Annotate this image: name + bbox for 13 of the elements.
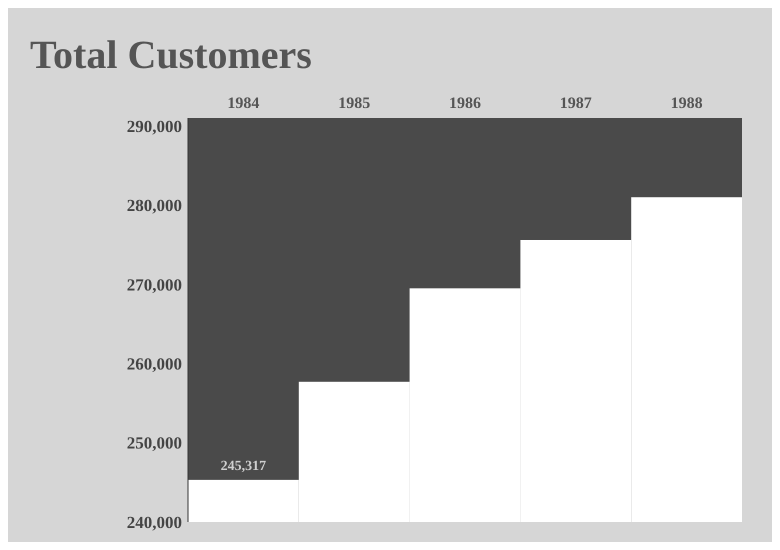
chart-title: Total Customers (30, 32, 312, 77)
y-tick-label: 240,000 (126, 512, 182, 532)
x-tick-label: 1988 (670, 95, 703, 112)
x-tick-label: 1987 (560, 95, 592, 112)
x-tick-label: 1984 (227, 95, 260, 112)
data-label: 245,317 (220, 458, 266, 474)
x-tick-label: 1986 (449, 95, 481, 112)
y-tick-label: 280,000 (126, 196, 182, 216)
y-tick-label: 290,000 (126, 116, 182, 136)
y-tick-label: 260,000 (126, 354, 182, 374)
y-tick-label: 250,000 (126, 434, 182, 453)
x-tick-label: 1985 (338, 95, 370, 112)
y-tick-label: 270,000 (126, 275, 182, 294)
